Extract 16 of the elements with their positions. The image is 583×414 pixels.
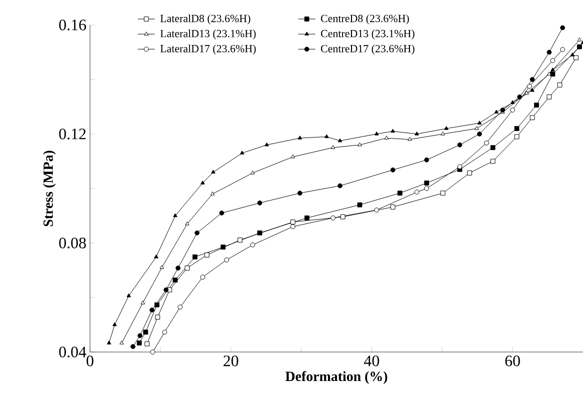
- legend-label: CentreD17 (23.6%H): [320, 44, 414, 55]
- legend-label: CentreD8 (23.6%H): [320, 14, 409, 24]
- legend-label: LateralD13 (23.1%H): [160, 30, 256, 40]
- x-tick-label: 20: [224, 356, 238, 366]
- y-tick-label: 0.12: [59, 128, 86, 140]
- y-tick-label: 0.08: [59, 238, 86, 248]
- legend-label: LateralD8 (23.6%H): [160, 14, 250, 24]
- x-tick-label: 0: [86, 356, 94, 366]
- y-axis-title: Stress (MPa): [43, 150, 56, 226]
- x-tick-label: 40: [364, 356, 380, 366]
- y-tick-label: 0.04: [59, 346, 86, 358]
- legend-label: CentreD13 (23.1%H): [320, 30, 414, 40]
- x-tick-label: 60: [505, 356, 520, 366]
- y-tick-label: 0.16: [59, 20, 86, 30]
- legend-label: LateralD17 (23.6%H): [160, 44, 256, 55]
- x-axis-title: Deformation (%): [285, 371, 388, 384]
